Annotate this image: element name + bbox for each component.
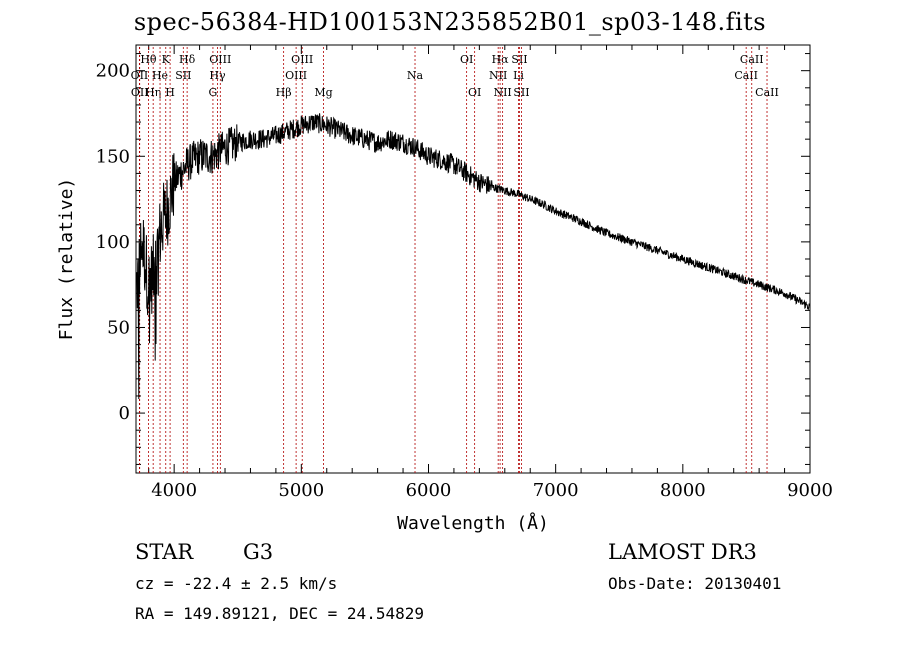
line-marker-label: Hα xyxy=(492,53,510,66)
y-tick-label: 200 xyxy=(96,61,130,82)
object-subclass: G3 xyxy=(243,540,274,564)
object-class: STAR xyxy=(135,540,194,564)
line-marker-label: Hγ xyxy=(209,69,226,82)
x-axis-label: Wavelength (Å) xyxy=(397,512,549,534)
line-marker-label: OI xyxy=(468,86,481,99)
plot-frame xyxy=(135,44,811,474)
x-tick-label: 4000 xyxy=(151,480,197,501)
survey-name: LAMOST DR3 xyxy=(608,540,757,564)
line-marker-label: Hθ xyxy=(140,53,157,66)
line-marker-label: SII xyxy=(175,69,191,82)
spectrum-line xyxy=(135,113,811,400)
line-marker-label: OIII xyxy=(291,53,313,66)
y-tick-label: 150 xyxy=(96,146,130,167)
coordinates-text: RA = 149.89121, DEC = 24.54829 xyxy=(135,604,424,623)
line-marker-label: SII xyxy=(513,86,529,99)
y-tick-label: 0 xyxy=(119,403,130,424)
line-marker-label: OI xyxy=(460,53,473,66)
line-marker-label: NII xyxy=(489,69,507,82)
y-tick-label: 50 xyxy=(107,317,130,338)
y-axis-label: Flux (relative) xyxy=(56,178,77,341)
line-marker-label: Li xyxy=(513,69,524,82)
line-marker-label: NII xyxy=(493,86,511,99)
redshift-text: cz = -22.4 ± 2.5 km/s xyxy=(135,574,338,593)
line-marker-label: G xyxy=(209,86,218,99)
line-marker-label: CaII xyxy=(740,53,764,66)
line-marker-label: Na xyxy=(407,69,424,82)
line-marker-label: CaII xyxy=(755,86,779,99)
line-marker-label: Hη xyxy=(145,86,161,99)
line-marker-label: Mg xyxy=(314,86,332,99)
line-marker-label: H xyxy=(165,86,175,99)
x-tick-label: 7000 xyxy=(533,480,579,501)
x-tick-label: 5000 xyxy=(278,480,324,501)
obs-date-text: Obs-Date: 20130401 xyxy=(608,574,782,593)
line-marker-label: CaII xyxy=(734,69,758,82)
line-marker-label: OII xyxy=(131,86,149,99)
chart-title: spec-56384-HD100153N235852B01_sp03-148.f… xyxy=(133,8,767,36)
y-tick-label: 100 xyxy=(96,232,130,253)
line-marker-label: OIII xyxy=(209,53,231,66)
x-tick-label: 6000 xyxy=(406,480,452,501)
line-marker-label: OIII xyxy=(285,69,307,82)
x-tick-label: 8000 xyxy=(660,480,706,501)
line-marker-label: SII xyxy=(511,53,527,66)
line-marker-label: K xyxy=(162,53,171,66)
line-marker-label: Hβ xyxy=(276,86,292,99)
line-marker-label: He xyxy=(152,69,168,82)
x-tick-label: 9000 xyxy=(787,480,833,501)
line-marker-label: Hδ xyxy=(179,53,196,66)
